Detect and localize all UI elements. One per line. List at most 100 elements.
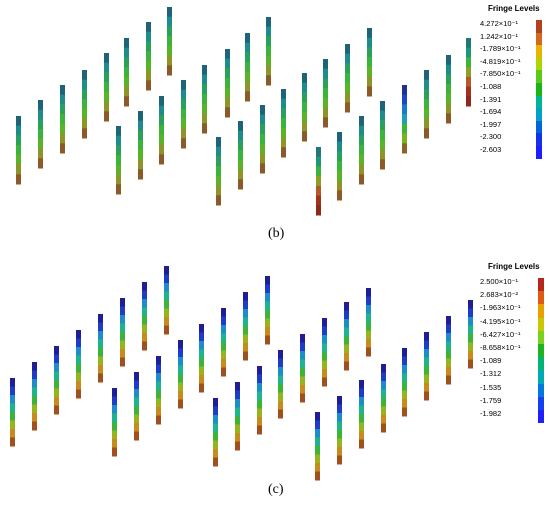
pile-segment [424,108,429,120]
pile-segment [322,326,327,336]
pile-segment [221,316,226,326]
pile-segment [243,334,248,344]
pile-segment [366,322,371,331]
pile-segment [104,72,109,83]
pile-segment [146,22,151,33]
pile-segment [225,87,230,99]
pile-segment [54,405,59,415]
pile-segment [257,408,262,418]
pile-segment [60,143,65,154]
pile [142,282,147,351]
pile-segment [281,118,286,129]
pile-segment [380,130,385,141]
pile-segment [446,375,451,385]
pile-segment [468,359,473,369]
pile [38,100,43,169]
pile-segment [316,185,321,197]
pile-segment [120,315,125,324]
pile-segment [124,38,129,49]
pile-segment [257,391,262,401]
pile-segment [82,99,87,110]
pile-segment [315,454,320,464]
pile-segment [213,440,218,450]
pile-segment [322,377,327,387]
pile-segment [257,366,262,375]
pile-segment [181,109,186,120]
pile-segment [446,64,451,75]
pile-segment [344,361,349,371]
legend-label: -1.997 [480,119,502,129]
pile-segment [82,89,87,100]
pile-segment [367,57,372,68]
pile-segment [424,357,429,367]
legend-swatch [538,317,544,331]
pile-segment [466,86,471,97]
pile-segment [38,158,43,169]
pile-segment [10,429,15,438]
pile-segment [265,318,270,328]
pile-segment [76,364,81,373]
pile-segment [124,57,129,68]
pile-segment [402,94,407,105]
pile-segment [265,293,270,302]
pile-segment [367,28,372,39]
pile-segment [221,367,226,377]
pile-segment [16,125,21,136]
pile-segment [124,67,129,78]
pile-segment [112,447,117,457]
pile-segment [345,102,350,113]
pile-segment [466,38,471,49]
pile-segment [344,336,349,345]
legend-label: 1.242×10⁻¹ [480,31,518,41]
pile-segment [266,75,271,86]
pile [302,73,307,142]
pile-segment [199,332,204,342]
pile-segment [104,91,109,103]
pile-segment [468,334,473,343]
legend-label: 2.683×10⁻² [480,290,518,300]
pile-segment [257,400,262,409]
pile-segment [164,308,169,318]
pile-segment [402,407,407,417]
pile-segment [146,60,151,72]
pile-segment [302,73,307,84]
pile-segment [265,327,270,336]
pile [159,96,164,165]
pile-segment [32,362,37,371]
pile-segment [359,145,364,156]
pile-segment [98,331,103,340]
legend-swatch [538,330,544,344]
pile-segment [278,392,283,402]
legend-label: -1.759 [480,395,502,405]
pile-segment [116,126,121,137]
pile-segment [142,299,147,308]
pile-segment [315,437,320,447]
pile-segment [202,103,207,115]
pile-segment [167,16,172,27]
pile [257,366,262,435]
pile-segment [345,53,350,64]
legend-label: -1.982 [480,409,502,418]
pile [345,44,350,113]
pile-segment [345,73,350,84]
pile-segment [424,79,429,90]
legend-swatch [538,383,544,397]
pile-segment [402,399,407,408]
pile-segment [213,449,218,458]
pile-segment [424,340,429,350]
pile-segment [300,376,305,386]
pile-segment [424,89,429,100]
pile-segment [316,147,321,158]
legend-title: Fringe Levels [488,262,540,271]
pile-segment [281,137,286,148]
pile-segment [159,144,164,155]
pile [120,298,125,367]
pile-segment [112,439,117,448]
pile-segment [323,78,328,89]
pile-segment [32,413,37,422]
pile-segment [337,132,342,143]
pile-segment [164,325,169,335]
pile-segment [300,342,305,352]
pile-segment [225,68,230,79]
pile-segment [216,175,221,187]
